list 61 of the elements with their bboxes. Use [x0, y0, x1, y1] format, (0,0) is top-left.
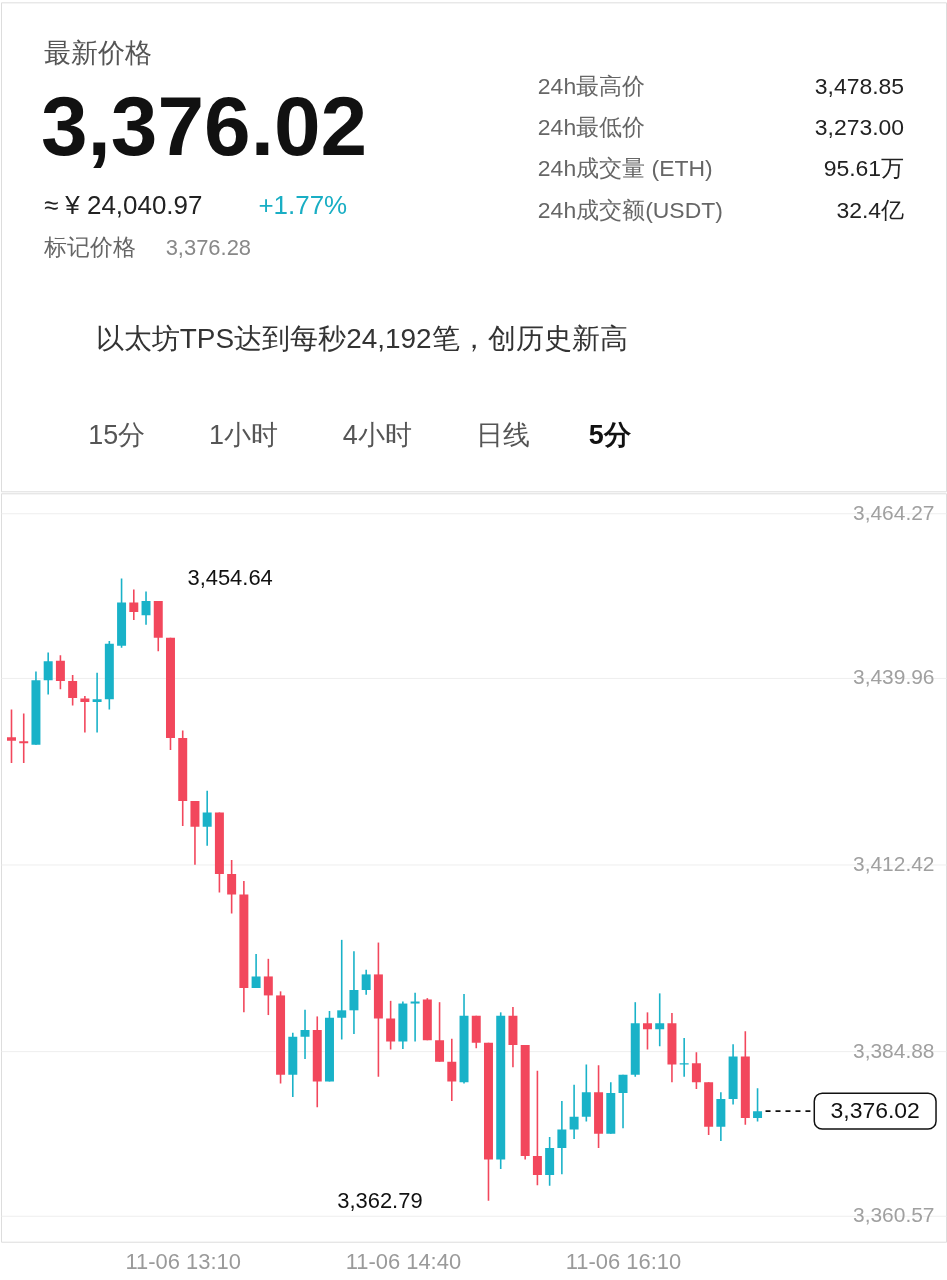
candlestick: [202, 789, 212, 847]
text: 5分: [588, 420, 632, 451]
candlestick: [129, 588, 139, 621]
text: 1小时: [208, 420, 278, 451]
y-tick-label: 3,439.96: [853, 665, 935, 689]
y-tick-label: 3,384.88: [853, 1038, 935, 1062]
candlestick: [691, 1051, 701, 1090]
x-tick-label: 11-06 16:10: [565, 1249, 682, 1275]
candlestick: [263, 958, 273, 1016]
text: 3,478.85: [814, 73, 905, 100]
candlestick: [679, 1037, 689, 1078]
candlestick: [141, 590, 151, 626]
text: 3,376.28: [165, 234, 252, 260]
candlestick: [557, 1100, 567, 1176]
text: 24h成交额(USDT): [537, 196, 723, 223]
candlestick: [43, 651, 53, 696]
text: 95.61万: [823, 154, 905, 181]
candlestick: [19, 712, 29, 764]
text: 15分: [88, 420, 146, 451]
annotation: 3,362.79: [337, 1187, 423, 1213]
text: ≈ ¥ 24,040.97: [43, 190, 203, 219]
y-tick-label: 3,360.57: [853, 1203, 935, 1227]
x-tick-label: 11-06 13:10: [125, 1249, 241, 1275]
annotation: 3,454.64: [187, 565, 273, 591]
candlestick: [642, 1011, 652, 1051]
candlestick: [532, 1069, 542, 1186]
text: +1.77%: [258, 190, 348, 219]
candlestick: [447, 1037, 457, 1102]
candlestick: [618, 1073, 628, 1130]
text: 32.4亿: [836, 196, 905, 223]
candlestick: [410, 991, 420, 1043]
candlestick: [92, 672, 102, 734]
candlestick: [337, 939, 347, 1041]
candlestick: [7, 708, 16, 764]
candlestick: [68, 674, 78, 707]
text: 3,273.00: [814, 114, 905, 141]
ref-line-label: 3,376.02: [830, 1097, 920, 1124]
candlestick: [361, 968, 371, 996]
candlestick: [753, 1087, 763, 1123]
y-tick-label: 3,464.27: [853, 500, 935, 524]
candlestick: [227, 859, 237, 915]
x-tick-label: 11-06 14:40: [345, 1249, 462, 1275]
text: 24h成交量 (ETH): [537, 154, 713, 181]
text: 标记价格: [42, 233, 136, 260]
candlestick: [300, 1008, 310, 1060]
text: 4小时: [342, 420, 412, 451]
candlestick: [435, 1001, 445, 1063]
text: 24h最高价: [537, 73, 646, 100]
candlestick: [251, 953, 261, 989]
text: 3,376.02: [40, 79, 368, 174]
text: 24h最低价: [537, 114, 646, 141]
candlestick: [386, 1000, 396, 1051]
candlestick: [80, 695, 90, 734]
text: 以太坊TPS达到每秒24,192笔，创历史新高: [95, 322, 628, 354]
text: 最新价格: [43, 38, 152, 69]
candlestick: [55, 654, 65, 690]
candlestick: [349, 950, 359, 1035]
candlestick: [655, 992, 665, 1048]
text: 日线: [475, 420, 530, 451]
y-tick-label: 3,412.42: [853, 851, 935, 875]
candlestick: [569, 1084, 579, 1140]
